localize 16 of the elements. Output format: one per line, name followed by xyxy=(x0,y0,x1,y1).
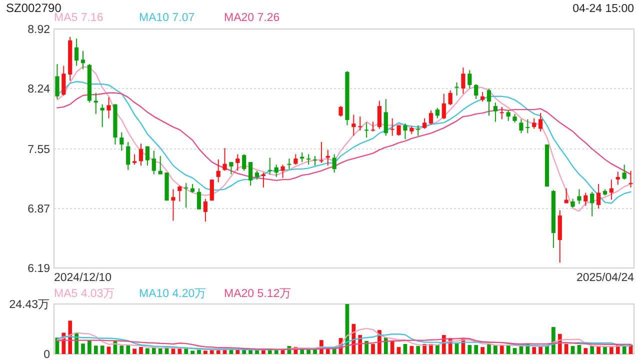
text: MA5 4.03万 xyxy=(54,287,116,300)
text: 2024/12/10 xyxy=(54,272,112,284)
y-tick-label: 0 xyxy=(44,349,50,360)
text: 2025/04/24 xyxy=(576,272,635,284)
y-tick-label: 6.87 xyxy=(28,203,50,216)
text: MA10 4.20万 xyxy=(139,287,207,300)
text: MA10 7.07 xyxy=(139,12,195,24)
chart-subtitle: 04-24 15:00 xyxy=(572,3,634,15)
y-tick-label: 8.24 xyxy=(28,84,51,96)
text: MA20 5.12万 xyxy=(224,287,292,300)
text: MA5 7.16 xyxy=(54,12,104,24)
y-tick-label: 8.92 xyxy=(28,24,50,36)
text: MA20 7.26 xyxy=(224,12,280,24)
y-tick-label: 24.43万 xyxy=(9,298,50,311)
y-tick-label: 6.19 xyxy=(28,263,50,275)
y-tick-label: 7.55 xyxy=(28,144,50,156)
